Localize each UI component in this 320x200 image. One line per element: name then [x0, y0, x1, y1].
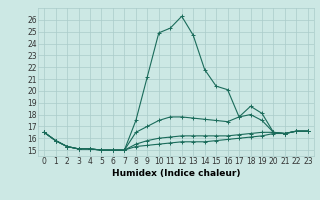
X-axis label: Humidex (Indice chaleur): Humidex (Indice chaleur) [112, 169, 240, 178]
